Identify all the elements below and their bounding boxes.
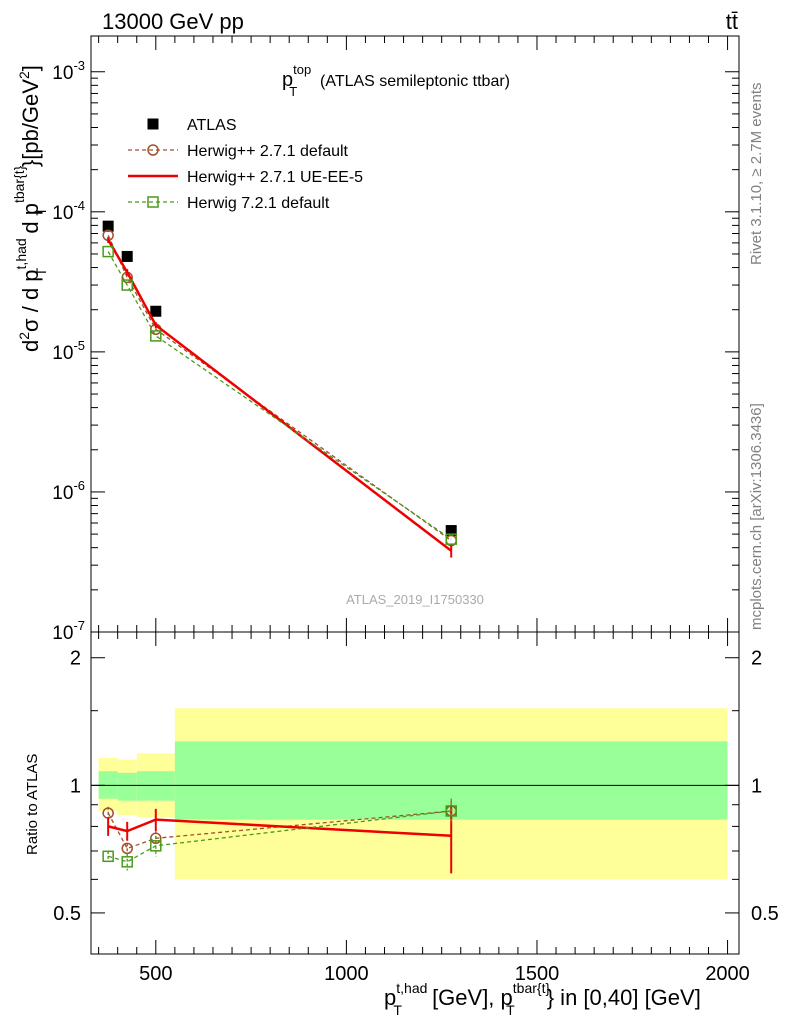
legend-label-dashed-circle: Herwig++ 2.7.1 default bbox=[187, 143, 349, 160]
main-point-data bbox=[445, 525, 457, 537]
ratio-panel: 2 2 1 1 0.5 0.5 500 1000 1500 2000 Ratio to ATLA… bbox=[24, 631, 779, 985]
x-tick-label: 500 bbox=[139, 963, 172, 985]
ratio-point-dashed-square bbox=[102, 850, 114, 863]
ratio-x-ticks: 500 1000 1500 2000 bbox=[98, 632, 750, 985]
main-x-ticks bbox=[98, 36, 729, 632]
side-text-mcplots: mcplots.cern.ch [arXiv:1306.3436] bbox=[748, 403, 765, 630]
band-inner bbox=[117, 772, 137, 801]
main-line-dashed-circle bbox=[107, 235, 452, 542]
ratio-line-dashed-square bbox=[108, 810, 452, 863]
ratio-y-tick-label-left: 2 bbox=[70, 648, 81, 670]
ratio-point-dashed-square bbox=[445, 805, 457, 817]
legend-marker-dashed-square bbox=[147, 196, 159, 208]
main-point-data bbox=[121, 250, 133, 262]
ratio-y-tick-label-right: 1 bbox=[751, 775, 762, 797]
band-inner bbox=[136, 771, 175, 801]
header-right: tt̄ bbox=[726, 9, 738, 34]
analysis-watermark: ATLAS_2019_I1750330 bbox=[346, 592, 484, 607]
header-left: 13000 GeV pp bbox=[102, 9, 244, 34]
legend-marker-dashed-circle bbox=[147, 144, 159, 156]
ratio-line-dashed-circle bbox=[107, 810, 452, 850]
main-y-tick-label: 10-6 bbox=[52, 478, 85, 504]
legend-label-solid-line: Herwig++ 2.7.1 UE-EE-5 bbox=[187, 169, 363, 186]
x-axis-label: pt,had T [GeV], ptbar{t} T} in [0,40] [GeV… bbox=[384, 980, 701, 1018]
ratio-y-tick-label-left: 0.5 bbox=[53, 903, 81, 925]
main-point-dashed-square bbox=[121, 279, 133, 291]
ratio-y-tick-label-right: 2 bbox=[751, 648, 762, 670]
main-y-tick-label: 10-3 bbox=[52, 58, 85, 84]
main-point-dashed-square bbox=[150, 330, 162, 342]
main-y-tick-label: 10-4 bbox=[52, 198, 85, 224]
side-text-rivet: Rivet 3.1.10, ≥ 2.7M events bbox=[748, 83, 765, 266]
plot-title: ptop T bbox=[282, 62, 311, 99]
legend-label-data: ATLAS bbox=[187, 117, 237, 134]
x-tick-label: 1500 bbox=[515, 963, 560, 985]
main-point-dashed-square bbox=[445, 533, 457, 545]
ratio-y-tick-label-right: 0.5 bbox=[751, 903, 779, 925]
ratio-y-ticks: 2 2 1 1 0.5 0.5 bbox=[53, 648, 779, 925]
main-y-tick-label: 10-7 bbox=[52, 618, 85, 644]
ratio-y-axis-label: Ratio to ATLAS bbox=[24, 754, 41, 855]
plot-title-rest: (ATLAS semileptonic ttbar) bbox=[320, 73, 510, 90]
main-y-ticks: 10-3 10-4 10-5 10-6 10-7 bbox=[52, 58, 739, 644]
x-tick-label: 2000 bbox=[705, 963, 750, 985]
ratio-y-tick-label-left: 1 bbox=[70, 775, 81, 797]
main-series bbox=[102, 220, 457, 558]
legend-label-dashed-square: Herwig 7.2.1 default bbox=[187, 195, 330, 212]
main-point-dashed-square bbox=[102, 245, 114, 258]
ratio-panel-frame bbox=[90, 631, 740, 955]
ratio-point-dashed-square bbox=[150, 840, 162, 852]
ratio-point-dashed-circle bbox=[121, 842, 133, 855]
main-point-data bbox=[102, 220, 114, 232]
main-point-data bbox=[150, 305, 162, 317]
uncertainty-bands bbox=[98, 708, 728, 880]
ratio-point-dashed-square bbox=[121, 856, 133, 868]
legend: ATLAS Herwig++ 2.7.1 default Herwig++ 2.7.… bbox=[128, 117, 363, 212]
x-tick-label: 1000 bbox=[324, 963, 369, 985]
main-panel: 10-3 10-4 10-5 10-6 10-7 ptop T (ATLAS semile… bbox=[11, 35, 740, 644]
main-y-tick-label: 10-5 bbox=[52, 338, 85, 364]
main-y-axis-label: d2σ / d pt,hadT d ptbar{t}T}[pb/GeV2] bbox=[11, 65, 49, 352]
ratio-line-solid-line bbox=[107, 818, 452, 838]
legend-marker-data bbox=[147, 118, 159, 130]
ratio-series bbox=[102, 798, 457, 874]
main-line-dashed-square bbox=[107, 251, 452, 540]
